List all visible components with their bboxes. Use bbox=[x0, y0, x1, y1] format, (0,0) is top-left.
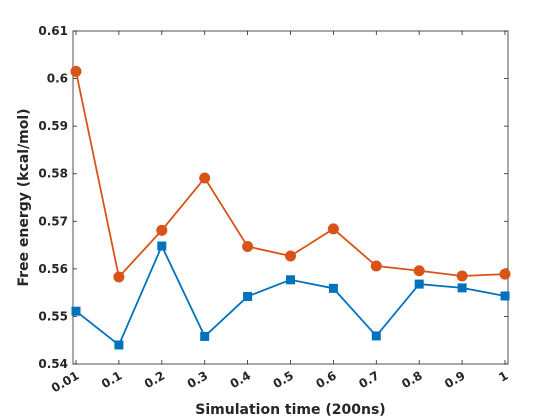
data-point bbox=[285, 250, 296, 262]
y-tick-label: 0.57 bbox=[38, 214, 68, 228]
data-point bbox=[157, 241, 167, 251]
y-axis: 0.54 0.55 0.56 0.57 0.58 0.59 0.6 0.61 bbox=[38, 24, 508, 371]
data-point bbox=[286, 275, 295, 285]
data-point bbox=[414, 279, 424, 289]
y-tick-label: 0.61 bbox=[38, 24, 68, 38]
data-point bbox=[371, 331, 381, 341]
data-point bbox=[242, 240, 254, 252]
y-tick-label: 0.58 bbox=[38, 167, 68, 181]
series-layer bbox=[70, 65, 511, 350]
data-point bbox=[199, 172, 211, 184]
data-point bbox=[327, 223, 339, 235]
data-point bbox=[456, 270, 468, 282]
data-point bbox=[500, 291, 510, 301]
y-tick-label: 0.54 bbox=[38, 357, 68, 371]
data-point bbox=[200, 331, 210, 341]
y-tick-label: 0.59 bbox=[38, 119, 68, 133]
data-point bbox=[71, 306, 81, 316]
x-axis-label: Simulation time (200ns) bbox=[195, 402, 385, 418]
data-point bbox=[328, 283, 338, 293]
data-point bbox=[243, 291, 253, 301]
y-tick-label: 0.6 bbox=[47, 72, 68, 86]
plot-area bbox=[72, 30, 509, 365]
data-point bbox=[70, 65, 82, 77]
data-point bbox=[156, 224, 168, 236]
series-2 bbox=[71, 241, 510, 350]
data-point bbox=[499, 268, 511, 280]
y-tick-label: 0.55 bbox=[38, 309, 68, 323]
data-point bbox=[370, 260, 382, 272]
data-point bbox=[457, 283, 467, 293]
y-axis-label: Free energy (kcal/mol) bbox=[16, 108, 32, 286]
series-1 bbox=[70, 65, 511, 283]
data-point bbox=[114, 340, 124, 350]
y-tick-label: 0.56 bbox=[38, 262, 68, 276]
data-point bbox=[113, 271, 125, 283]
data-point bbox=[413, 265, 425, 277]
